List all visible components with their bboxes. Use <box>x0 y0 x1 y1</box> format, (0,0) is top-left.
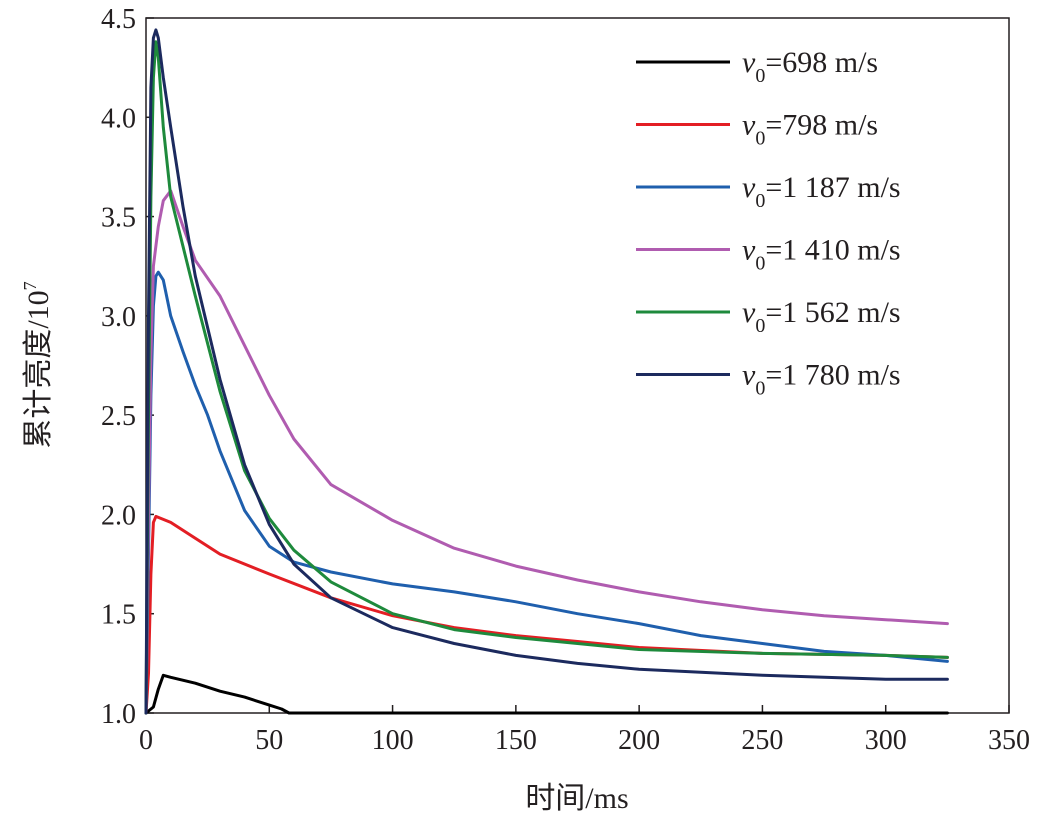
legend-label-2: v0=1 187 m/s <box>742 171 901 212</box>
legend-label-3: v0=1 410 m/s <box>742 234 901 275</box>
legend-var: v <box>742 234 756 267</box>
legend-var: v <box>742 171 756 204</box>
legend-label-1: v0=798 m/s <box>742 109 878 150</box>
series-line-5 <box>144 28 949 715</box>
legend-subscript: 0 <box>755 190 765 212</box>
legend-subscript: 0 <box>755 378 765 400</box>
legend-value: =698 m/s <box>765 46 878 79</box>
x-tick-label: 300 <box>865 725 907 756</box>
series-line-1 <box>144 514 949 715</box>
y-tick-label: 3.5 <box>101 203 136 234</box>
legend-var: v <box>742 359 756 392</box>
x-tick-label: 200 <box>618 725 660 756</box>
legend-var: v <box>742 296 756 329</box>
y-tick-label: 2.5 <box>101 401 136 432</box>
y-axis-label-exponent: 7 <box>20 281 40 290</box>
series-line-3 <box>144 189 949 715</box>
x-tick-label: 250 <box>741 725 783 756</box>
legend-subscript: 0 <box>755 253 765 275</box>
legend-subscript: 0 <box>755 315 765 337</box>
legend-label-4: v0=1 562 m/s <box>742 296 901 337</box>
legend-value: =1 562 m/s <box>765 296 900 329</box>
y-tick-label: 4.0 <box>101 103 136 134</box>
legend-value: =1 410 m/s <box>765 234 900 267</box>
y-axis-ticks: 1.0 1.5 2.0 2.5 3.0 3.5 4.0 4.5 <box>101 4 154 730</box>
legend-subscript: 0 <box>755 128 765 150</box>
legend-value: =1 187 m/s <box>765 171 900 204</box>
legend-var: v <box>742 46 756 79</box>
series-line-2 <box>144 270 949 715</box>
x-tick-label: 150 <box>495 725 537 756</box>
y-tick-label: 3.0 <box>101 302 136 333</box>
legend-subscript: 0 <box>755 65 765 87</box>
x-tick-label: 100 <box>372 725 414 756</box>
series-line-4 <box>144 40 949 715</box>
legend-value: =1 780 m/s <box>765 359 900 392</box>
legend: v0=698 m/sv0=798 m/sv0=1 187 m/sv0=1 410… <box>636 46 901 400</box>
legend-var: v <box>742 109 756 142</box>
y-axis-label: 累计亮度/107 <box>20 281 55 448</box>
x-tick-label: 350 <box>988 725 1030 756</box>
y-tick-label: 2.0 <box>101 500 136 531</box>
legend-label-5: v0=1 780 m/s <box>742 359 901 400</box>
series-line-0 <box>144 673 949 715</box>
y-tick-label: 1.5 <box>101 600 136 631</box>
legend-label-0: v0=698 m/s <box>742 46 878 87</box>
series-layer <box>144 28 949 715</box>
x-tick-label: 50 <box>255 725 283 756</box>
x-axis-label: 时间/ms <box>525 782 628 815</box>
x-tick-label: 0 <box>139 725 153 756</box>
y-axis-label-main: 累计亮度/10 <box>22 290 55 448</box>
y-tick-label: 4.5 <box>101 4 136 35</box>
legend-value: =798 m/s <box>765 109 878 142</box>
y-tick-label: 1.0 <box>101 699 136 730</box>
x-axis-ticks: 0 50 100 150 200 250 300 350 <box>139 705 1030 756</box>
